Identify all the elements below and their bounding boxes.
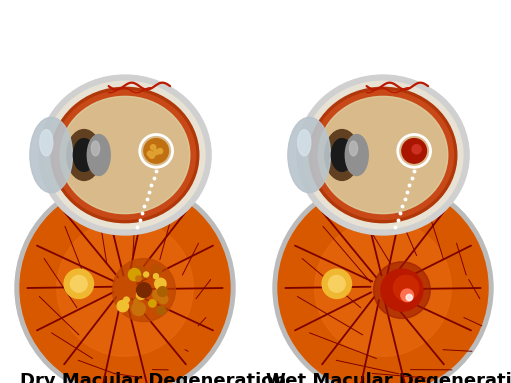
Circle shape xyxy=(406,294,412,301)
Ellipse shape xyxy=(313,91,454,219)
Text: Wet Macular Degeneration: Wet Macular Degeneration xyxy=(266,372,511,383)
Circle shape xyxy=(149,153,154,158)
Circle shape xyxy=(144,139,169,163)
Ellipse shape xyxy=(87,134,110,175)
Circle shape xyxy=(153,274,158,279)
Circle shape xyxy=(149,152,155,158)
Circle shape xyxy=(160,280,165,285)
Ellipse shape xyxy=(309,87,457,223)
Ellipse shape xyxy=(60,97,190,214)
Ellipse shape xyxy=(318,97,448,214)
Ellipse shape xyxy=(51,87,199,223)
Circle shape xyxy=(401,289,413,302)
Ellipse shape xyxy=(303,81,463,229)
Circle shape xyxy=(134,266,146,278)
Circle shape xyxy=(381,269,423,311)
Circle shape xyxy=(151,145,156,150)
Circle shape xyxy=(155,278,166,290)
Circle shape xyxy=(20,183,230,383)
Ellipse shape xyxy=(55,91,196,219)
Circle shape xyxy=(136,291,145,300)
Ellipse shape xyxy=(325,129,359,180)
Circle shape xyxy=(158,295,168,304)
Ellipse shape xyxy=(298,129,311,156)
Circle shape xyxy=(402,139,427,163)
Circle shape xyxy=(147,151,153,156)
Circle shape xyxy=(393,275,419,301)
Circle shape xyxy=(412,145,421,154)
Circle shape xyxy=(117,300,128,312)
Circle shape xyxy=(149,300,156,307)
Circle shape xyxy=(134,299,138,304)
Circle shape xyxy=(145,272,151,278)
Circle shape xyxy=(153,149,158,155)
Ellipse shape xyxy=(30,117,73,193)
Ellipse shape xyxy=(350,141,358,156)
Circle shape xyxy=(151,265,161,275)
Circle shape xyxy=(136,283,151,298)
Ellipse shape xyxy=(297,75,469,235)
Circle shape xyxy=(157,291,161,296)
Circle shape xyxy=(315,220,451,356)
Ellipse shape xyxy=(288,117,331,193)
Circle shape xyxy=(322,269,352,298)
Circle shape xyxy=(157,149,162,154)
Circle shape xyxy=(157,306,166,315)
Circle shape xyxy=(157,286,168,296)
Ellipse shape xyxy=(67,129,101,180)
Circle shape xyxy=(112,259,175,322)
Ellipse shape xyxy=(331,139,353,172)
Ellipse shape xyxy=(74,139,95,172)
Circle shape xyxy=(374,262,430,318)
Ellipse shape xyxy=(91,141,100,156)
Circle shape xyxy=(15,178,235,383)
Ellipse shape xyxy=(45,81,205,229)
Ellipse shape xyxy=(40,129,53,156)
Circle shape xyxy=(64,269,94,298)
Circle shape xyxy=(124,297,129,303)
Circle shape xyxy=(132,302,145,316)
Circle shape xyxy=(329,275,345,292)
Circle shape xyxy=(144,272,149,277)
Circle shape xyxy=(128,268,141,281)
Ellipse shape xyxy=(39,75,211,235)
Circle shape xyxy=(154,291,160,296)
Circle shape xyxy=(273,178,493,383)
Ellipse shape xyxy=(345,134,368,175)
Circle shape xyxy=(57,220,193,356)
Circle shape xyxy=(121,299,126,303)
Circle shape xyxy=(278,183,488,383)
Circle shape xyxy=(136,276,141,281)
Circle shape xyxy=(71,275,87,292)
Circle shape xyxy=(153,289,164,300)
Text: Dry Macular Degeneration: Dry Macular Degeneration xyxy=(20,372,287,383)
